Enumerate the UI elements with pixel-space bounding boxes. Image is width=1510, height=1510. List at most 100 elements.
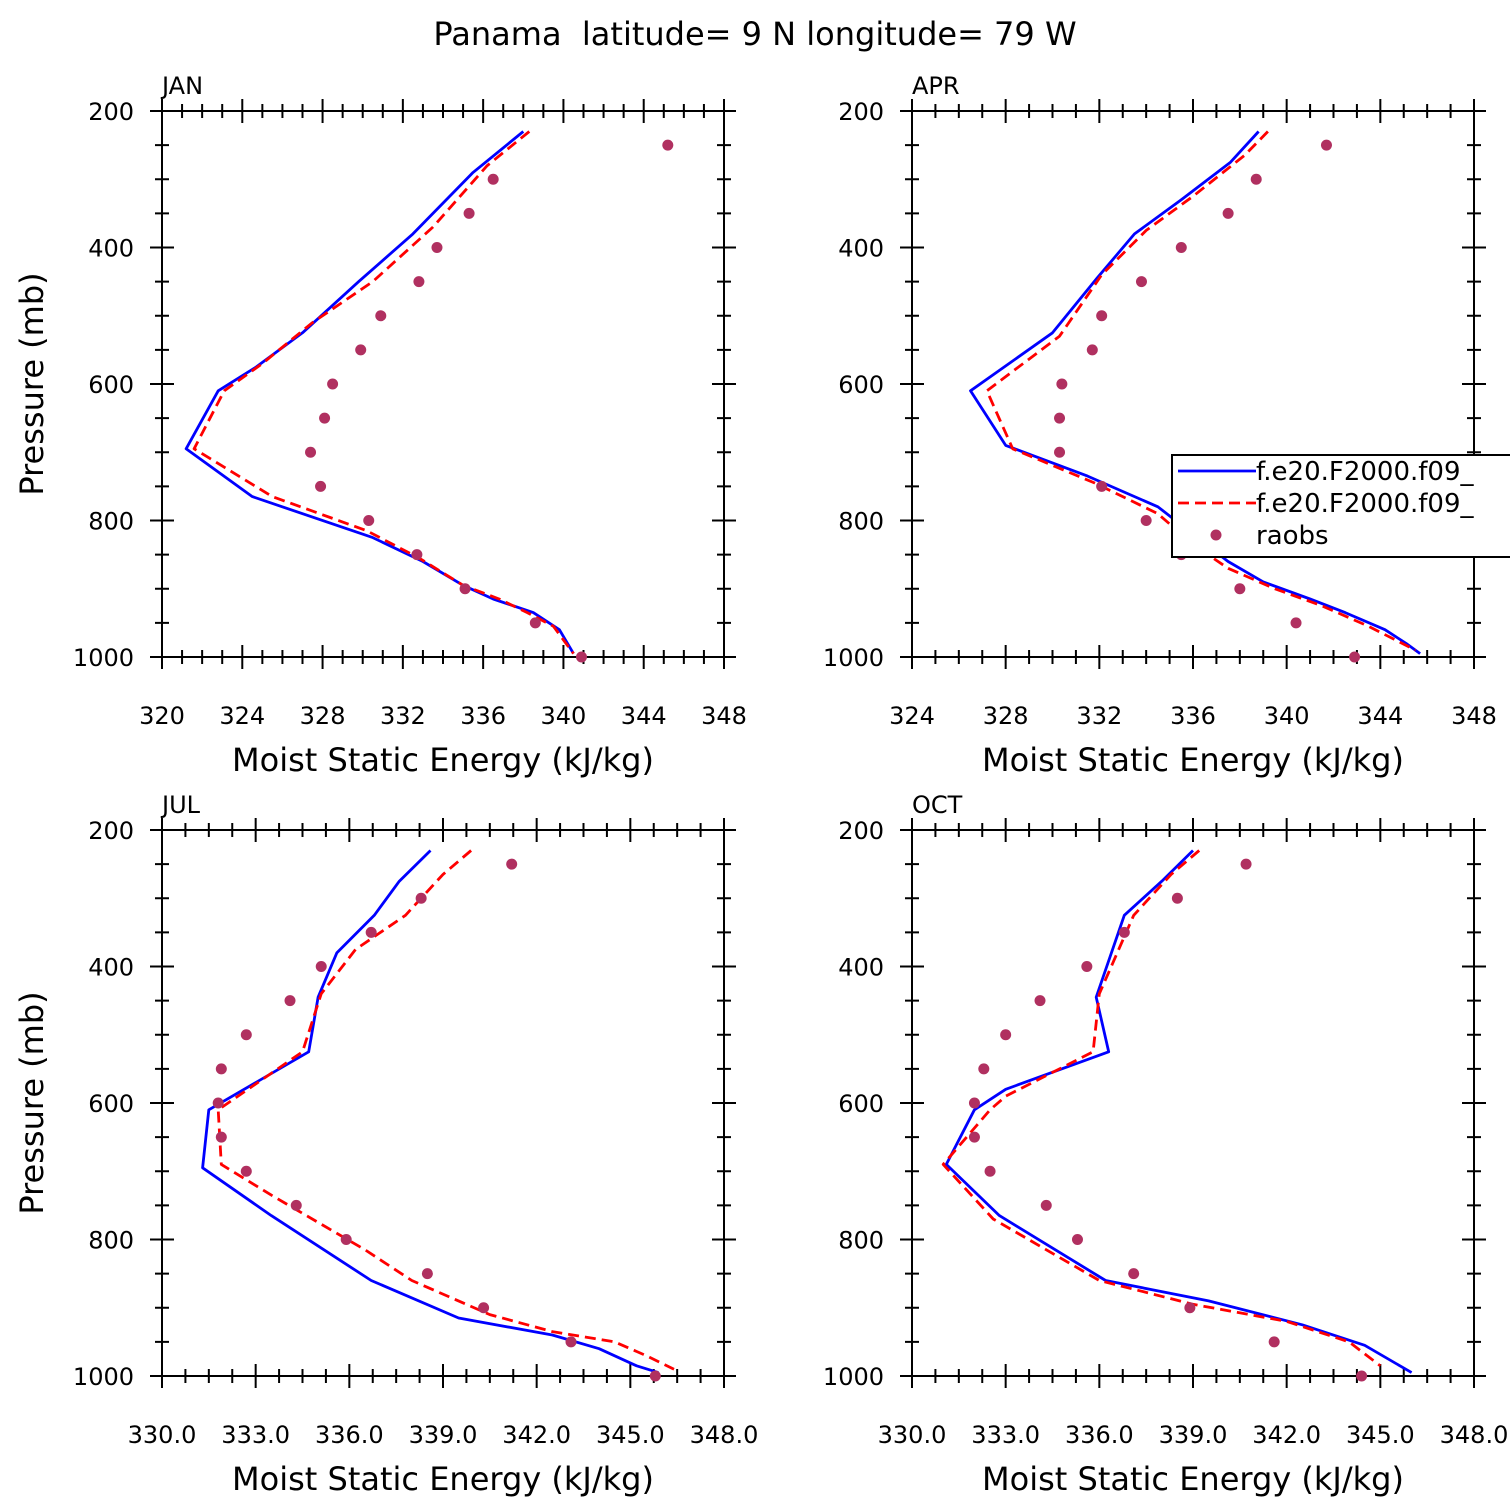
x-tick-label: 344 xyxy=(621,702,667,730)
raobs-point xyxy=(1118,926,1130,938)
x-tick-label: 339.0 xyxy=(1159,1421,1228,1449)
raobs-point xyxy=(1128,1268,1140,1280)
y-tick-label: 400 xyxy=(88,235,134,263)
x-tick-label: 320 xyxy=(139,702,185,730)
x-tick-label: 336 xyxy=(1170,702,1216,730)
x-tick-label: 330.0 xyxy=(878,1421,947,1449)
x-tick-label: 339.0 xyxy=(409,1421,478,1449)
x-tick-label: 324 xyxy=(889,702,935,730)
legend: f.e20.F2000.f09_f.e20.F2000.f09_raobs xyxy=(1171,454,1510,558)
legend-label: f.e20.F2000.f09_ xyxy=(1256,457,1474,487)
raobs-point xyxy=(662,139,674,151)
y-tick-label: 1000 xyxy=(823,644,884,672)
raobs-point xyxy=(340,1234,352,1245)
panel-title: OCT xyxy=(912,791,963,819)
panel-title: JUL xyxy=(160,791,201,819)
raobs-point xyxy=(365,926,377,938)
raobs-point xyxy=(1054,412,1066,424)
x-tick-label: 324 xyxy=(219,702,265,730)
raobs-point xyxy=(240,1029,252,1041)
legend-marker-raobs xyxy=(1210,529,1222,541)
x-axis-label: Moist Static Energy (kJ/kg) xyxy=(982,741,1404,779)
model-a-line xyxy=(969,130,1421,655)
x-tick-label: 336.0 xyxy=(315,1421,384,1449)
raobs-point xyxy=(290,1199,302,1211)
panel-jan: 200 400 600 800 1000 320 324 328 332 336 340 344 348… xyxy=(13,72,747,779)
raobs-point xyxy=(978,1063,990,1075)
raobs-point xyxy=(1268,1336,1280,1348)
raobs-point xyxy=(284,995,296,1007)
y-tick-label: 200 xyxy=(88,98,134,126)
raobs-point xyxy=(415,892,427,904)
raobs-point xyxy=(1171,892,1183,904)
raobs-point xyxy=(1040,1199,1052,1211)
y-tick-label: 1000 xyxy=(823,1363,884,1391)
panel-apr: 200 400 600 800 1000 324 328 332 336 340 344 348 Moi… xyxy=(823,72,1497,779)
x-tick-label: 332 xyxy=(380,702,426,730)
x-tick-label: 342.0 xyxy=(502,1421,571,1449)
raobs-point xyxy=(575,651,587,663)
raobs-point xyxy=(506,858,518,870)
y-tick-label: 1000 xyxy=(73,1363,134,1391)
y-tick-label: 400 xyxy=(838,954,884,982)
raobs-point xyxy=(984,1165,996,1177)
raobs-point xyxy=(968,1097,980,1109)
raobs-point xyxy=(1222,207,1234,219)
y-tick-label: 800 xyxy=(88,508,134,536)
y-tick-label: 600 xyxy=(838,1090,884,1118)
raobs-point xyxy=(327,378,339,390)
x-tick-label: 348 xyxy=(1451,702,1497,730)
panel-title: JAN xyxy=(160,72,203,100)
raobs-point xyxy=(1054,446,1066,458)
y-tick-label: 600 xyxy=(838,371,884,399)
raobs-point xyxy=(1250,173,1262,185)
raobs-point xyxy=(1135,276,1147,288)
y-tick-label: 200 xyxy=(838,98,884,126)
x-tick-label: 340 xyxy=(541,702,587,730)
x-tick-label: 333.0 xyxy=(221,1421,290,1449)
panel-oct: 200 400 600 800 1000 330.0 333.0 336.0 339.0 342.… xyxy=(823,791,1508,1498)
panel-jul: 200 400 600 800 1000 330.0 333.0 336.0 339.0 342.… xyxy=(13,791,758,1498)
x-tick-label: 336 xyxy=(460,702,506,730)
model-b-line xyxy=(192,130,575,655)
y-tick-label: 600 xyxy=(88,1090,134,1118)
raobs-point xyxy=(319,412,331,424)
raobs-point xyxy=(565,1336,577,1348)
raobs-point xyxy=(478,1302,490,1314)
raobs-point xyxy=(487,173,499,185)
raobs-point xyxy=(1356,1370,1368,1382)
raobs-point xyxy=(968,1131,980,1143)
raobs-point xyxy=(1056,378,1068,390)
x-tick-label: 342.0 xyxy=(1252,1421,1321,1449)
raobs-point xyxy=(459,583,471,595)
legend-label: f.e20.F2000.f09_ xyxy=(1256,489,1474,519)
x-axis-label: Moist Static Energy (kJ/kg) xyxy=(232,1460,654,1498)
x-tick-label: 345.0 xyxy=(1346,1421,1415,1449)
raobs-point xyxy=(1096,310,1108,322)
raobs-point xyxy=(529,617,541,629)
x-tick-label: 348.0 xyxy=(1440,1421,1509,1449)
raobs-point xyxy=(1140,515,1152,526)
model-a-line xyxy=(184,130,575,655)
raobs-point xyxy=(1086,344,1098,356)
raobs-point xyxy=(1071,1234,1083,1245)
y-tick-label: 1000 xyxy=(73,644,134,672)
plot-frame xyxy=(911,110,1475,658)
y-tick-label: 400 xyxy=(838,235,884,263)
x-tick-label: 348.0 xyxy=(690,1421,759,1449)
raobs-point xyxy=(240,1165,252,1177)
x-tick-label: 328 xyxy=(300,702,346,730)
x-tick-label: 328 xyxy=(983,702,1029,730)
raobs-point xyxy=(355,344,367,356)
x-tick-label: 345.0 xyxy=(596,1421,665,1449)
model-a-line xyxy=(201,849,659,1374)
model-b-line xyxy=(985,130,1417,652)
x-tick-label: 344 xyxy=(1357,702,1403,730)
model-b-line xyxy=(216,849,675,1371)
x-tick-label: 333.0 xyxy=(971,1421,1040,1449)
raobs-point xyxy=(1175,242,1187,253)
raobs-point xyxy=(1320,139,1332,151)
y-tick-label: 200 xyxy=(838,817,884,845)
y-tick-label: 800 xyxy=(838,1227,884,1255)
